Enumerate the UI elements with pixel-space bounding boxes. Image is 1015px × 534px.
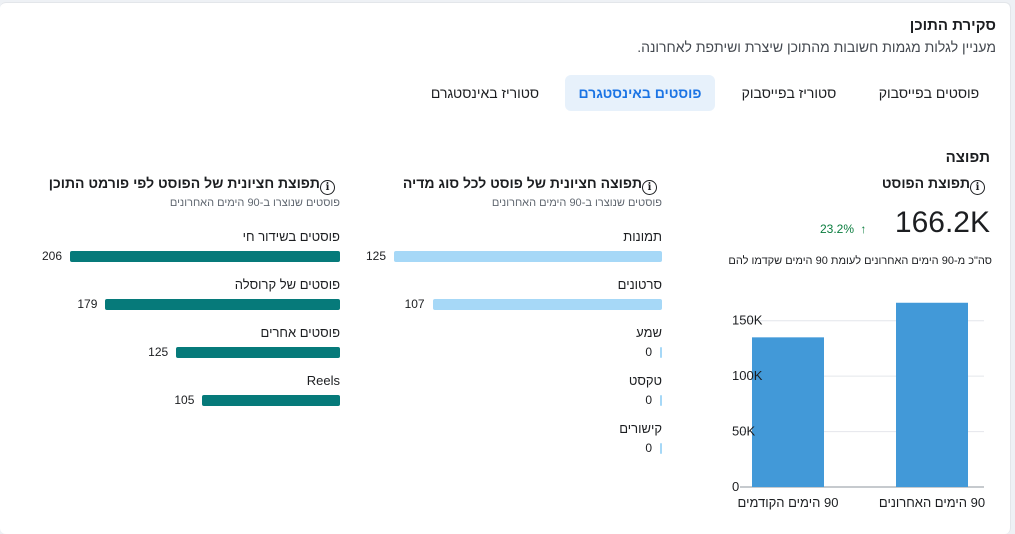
- tab-facebook-stories[interactable]: סטוריז בפייסבוק: [741, 85, 837, 101]
- bar-row-label: תמונות: [623, 229, 662, 244]
- bar-row-bar: [432, 299, 662, 310]
- y-tick-label: 50K: [732, 424, 755, 439]
- bar-row-bar: [176, 347, 340, 358]
- tab-instagram-stories[interactable]: סטוריז באינסטגרם: [430, 85, 540, 101]
- chart-categories: 90 הימים האחרונים 90 הימים הקודמים: [738, 495, 986, 510]
- bar-row-bar: [70, 251, 340, 262]
- reach-comparison-note: סה"כ מ-90 הימים האחרונים לעומת 90 הימים …: [728, 255, 992, 267]
- format-panel-title: iתפוצת חציונית של הפוסט לפי פורמט התוכן: [49, 175, 340, 195]
- info-icon[interactable]: i: [642, 180, 657, 195]
- bar-row-value: 105: [174, 393, 195, 407]
- bar-row-value: 107: [404, 297, 425, 311]
- media-panel-title-text: תפוצה חציונית של פוסט לכל סוג מדיה: [402, 175, 642, 191]
- reach-total-value: 166.2K: [894, 206, 990, 239]
- page-subtitle: מעניין לגלות מגמות חשובות מהתוכן שיצרת ו…: [637, 39, 996, 55]
- x-category-label: 90 הימים האחרונים: [879, 495, 985, 510]
- bar-row-value: 0: [645, 345, 652, 359]
- bar-row-bar: [202, 395, 340, 406]
- page-title: סקירת התוכן: [909, 17, 996, 34]
- media-panel-title: iתפוצה חציונית של פוסט לכל סוג מדיה: [403, 175, 662, 195]
- bar-row-value: 206: [41, 249, 62, 263]
- reach-change-percent: 23.2%: [820, 222, 855, 236]
- bar-row-bar: [660, 395, 662, 406]
- bar-row-bar: [660, 443, 662, 454]
- bar-row-label: Reels: [306, 373, 340, 388]
- info-icon[interactable]: i: [970, 180, 985, 195]
- chart-bar: [752, 337, 824, 487]
- bar-row-bar: [105, 299, 340, 310]
- bar-row-bar: [394, 251, 662, 262]
- format-panel-title-text: תפוצת חציונית של הפוסט לפי פורמט התוכן: [48, 175, 320, 191]
- bar-row-value: 0: [645, 393, 652, 407]
- y-tick-label: 100K: [732, 368, 763, 383]
- info-icon[interactable]: i: [320, 180, 335, 195]
- bar-row-label: פוסטים בשידור חי: [242, 229, 340, 244]
- bar-row-bar: [660, 347, 662, 358]
- bar-row-value: 125: [365, 249, 386, 263]
- bar-row-label: שמע: [636, 325, 662, 340]
- tab-instagram-posts[interactable]: פוסטים באינסטגרם: [565, 75, 715, 111]
- reach-comparison-chart: 90 הימים האחרונים 90 הימים הקודמים 0 50K 10…: [732, 302, 986, 510]
- y-tick-label: 0: [732, 479, 739, 494]
- bar-row-value: 125: [148, 345, 169, 359]
- reach-change: 23.2% ↑: [820, 222, 866, 236]
- bar-row-label: פוסטים של קרוסלה: [234, 277, 340, 292]
- section-label-reach: תפוצה: [945, 149, 990, 166]
- chart-bar: [896, 302, 968, 487]
- reach-panel-title-text: תפוצת הפוסט: [881, 175, 970, 191]
- media-panel-subtitle: פוסטים שנוצרו ב-90 הימים האחרונים: [491, 197, 662, 209]
- chart-ticks: 0 50K 100K 150K: [732, 313, 763, 494]
- chart-bars: [752, 302, 968, 487]
- x-category-label: 90 הימים הקודמים: [738, 495, 839, 510]
- reach-panel-title: iתפוצת הפוסט: [882, 175, 990, 195]
- bar-row-value: 179: [77, 297, 98, 311]
- y-tick-label: 150K: [732, 313, 763, 328]
- bar-row-label: סרטונים: [617, 277, 662, 292]
- format-panel-subtitle: פוסטים שנוצרו ב-90 הימים האחרונים: [169, 197, 340, 209]
- tab-facebook-posts[interactable]: פוסטים בפייסבוק: [878, 85, 980, 101]
- bar-row-value: 0: [645, 441, 652, 455]
- bar-row-label: פוסטים אחרים: [260, 325, 340, 340]
- arrow-up-icon: ↑: [860, 222, 867, 236]
- bar-row-label: טקסט: [628, 373, 662, 388]
- bar-row-label: קישורים: [619, 421, 662, 436]
